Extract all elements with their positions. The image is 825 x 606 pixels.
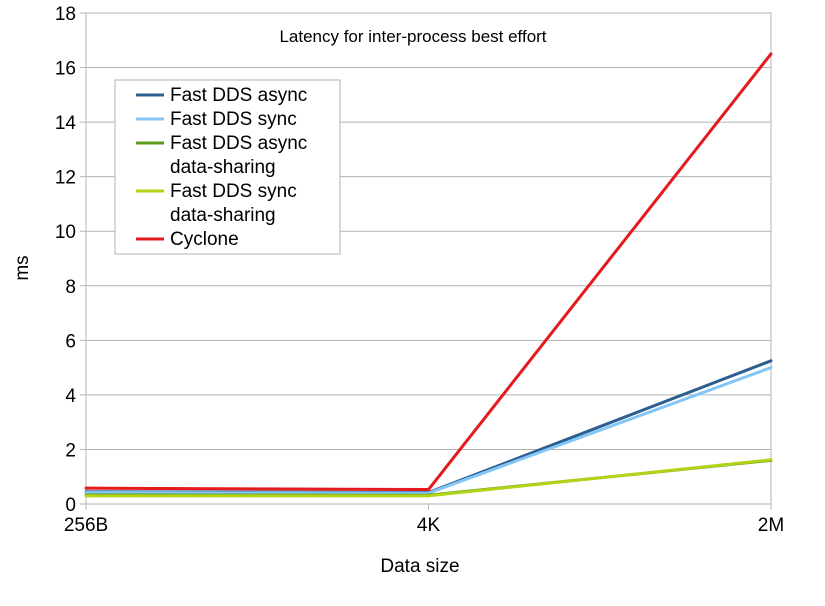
legend-label-fast-dds-sync-data-sharing: data-sharing — [170, 205, 276, 226]
y-tick-label: 14 — [55, 113, 77, 134]
y-axis-title: ms — [12, 255, 33, 280]
y-tick-label: 18 — [55, 4, 76, 25]
chart-title: Latency for inter-process best effort — [279, 27, 546, 46]
legend-items: Fast DDS async Fast DDS sync Fast DDS asyn… — [136, 85, 307, 250]
data-point-fast-dds-async — [769, 359, 773, 363]
y-tick-label: 6 — [65, 331, 76, 352]
legend-label-fast-dds-async: Fast DDS async — [170, 85, 307, 106]
y-tick-label: 2 — [65, 440, 76, 461]
data-point-cyclone — [769, 52, 773, 56]
data-point-cyclone — [427, 488, 430, 492]
y-tick-label: 0 — [65, 495, 76, 516]
data-point-fast-dds-sync-data-sharing — [769, 458, 773, 462]
legend-label-fast-dds-sync-data-sharing: Fast DDS sync — [170, 181, 297, 202]
y-tick-label: 12 — [55, 168, 76, 189]
data-point-fast-dds-sync — [84, 491, 88, 495]
data-point-fast-dds-sync-data-sharing — [84, 494, 88, 498]
y-tick-label: 16 — [55, 59, 76, 80]
x-axis-ticks: 256B 4K 2M — [64, 504, 784, 536]
x-tick-label: 256B — [64, 515, 108, 536]
data-point-cyclone — [84, 486, 88, 490]
series-lines — [84, 52, 773, 498]
legend-box — [114, 79, 341, 255]
legend-label-cyclone: Cyclone — [170, 229, 239, 250]
legend-label-fast-dds-async-data-sharing: Fast DDS async — [170, 133, 307, 154]
y-tick-label: 8 — [65, 277, 76, 298]
y-tick-label: 4 — [65, 386, 76, 407]
y-tick-label: 10 — [55, 222, 76, 243]
legend: Fast DDS async Fast DDS sync Fast DDS asyn… — [114, 79, 341, 255]
x-axis-title: Data size — [380, 556, 459, 577]
x-tick-label: 4K — [417, 515, 441, 536]
data-point-fast-dds-sync — [769, 366, 773, 370]
y-axis-ticks: 0 2 4 6 8 10 12 14 16 18 — [55, 4, 86, 516]
legend-label-fast-dds-sync: Fast DDS sync — [170, 109, 297, 130]
data-point-fast-dds-sync-data-sharing — [427, 494, 430, 498]
legend-label-fast-dds-async-data-sharing: data-sharing — [170, 157, 276, 178]
x-tick-label: 2M — [758, 515, 784, 536]
